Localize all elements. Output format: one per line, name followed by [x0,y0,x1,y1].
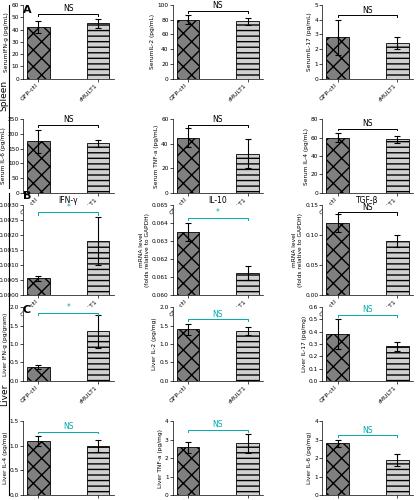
Bar [87,144,110,193]
Bar [386,460,409,495]
Bar [27,278,50,294]
Y-axis label: SerumIL-17 (pg/mL): SerumIL-17 (pg/mL) [307,12,312,71]
Text: C: C [23,305,31,315]
Bar [236,154,259,193]
Bar [326,223,349,294]
Bar [177,138,199,193]
Title: IFN-γ: IFN-γ [58,196,78,205]
Y-axis label: Serum IL-6 (pg/mL): Serum IL-6 (pg/mL) [1,128,6,184]
Y-axis label: Liver IL-4 (pg/mg): Liver IL-4 (pg/mg) [3,432,8,484]
Bar [386,44,409,78]
Bar [87,24,110,78]
Text: NS: NS [362,119,373,128]
Bar [27,441,50,495]
Bar [27,27,50,78]
Text: NS: NS [362,306,373,314]
Title: IL-10: IL-10 [208,196,227,205]
Text: NS: NS [213,116,223,124]
Bar [177,232,199,500]
Text: NS: NS [63,116,73,124]
Y-axis label: Serum IL-4 (pg/mL): Serum IL-4 (pg/mL) [304,128,309,184]
Text: NS: NS [362,202,373,211]
Y-axis label: Liver TNF-a (pg/mg): Liver TNF-a (pg/mg) [158,428,163,488]
Bar [386,346,409,381]
Bar [177,20,199,78]
Text: NS: NS [213,310,223,318]
Text: NS: NS [213,420,223,429]
Text: NS: NS [213,1,223,10]
Y-axis label: Liver IFN-g (pg/gram): Liver IFN-g (pg/gram) [3,312,8,376]
Text: B: B [23,191,31,201]
Bar [326,334,349,381]
Text: NS: NS [63,4,73,14]
Bar [236,274,259,500]
Text: Spleen: Spleen [0,80,9,110]
Text: Liver: Liver [0,384,9,406]
Bar [87,331,110,381]
Bar [236,21,259,78]
Bar [87,241,110,294]
Text: A: A [23,5,32,15]
Text: *: * [66,304,70,312]
Y-axis label: Liver IL-6 (pg/mg): Liver IL-6 (pg/mg) [307,432,312,484]
Bar [236,331,259,381]
Bar [27,142,50,193]
Bar [326,38,349,78]
Bar [27,367,50,381]
Bar [87,446,110,495]
Text: NS: NS [362,426,373,434]
Bar [326,138,349,193]
Bar [386,241,409,294]
Bar [177,447,199,495]
Y-axis label: Serum TNF-a (pg/mL): Serum TNF-a (pg/mL) [154,124,159,188]
Bar [386,140,409,193]
Y-axis label: Liver IL-2 (pg/mg): Liver IL-2 (pg/mg) [152,318,157,370]
Bar [236,444,259,495]
Title: TGF-β: TGF-β [356,196,379,205]
Y-axis label: SerumIFN-g (pg/mL): SerumIFN-g (pg/mL) [5,12,10,72]
Y-axis label: Liver IL-17 (pg/mg): Liver IL-17 (pg/mg) [302,316,307,372]
Bar [177,329,199,381]
Y-axis label: mRNA level
(folds relative to GAPDH): mRNA level (folds relative to GAPDH) [292,213,303,287]
Text: *: * [216,208,220,217]
Y-axis label: mRNA level
(folds relative to GAPDH): mRNA level (folds relative to GAPDH) [139,213,150,287]
Bar [326,444,349,495]
Text: NS: NS [362,6,373,15]
Text: NS: NS [63,422,73,431]
Y-axis label: SerumIL-2 (pg/mL): SerumIL-2 (pg/mL) [151,14,156,70]
Text: *: * [66,202,70,211]
